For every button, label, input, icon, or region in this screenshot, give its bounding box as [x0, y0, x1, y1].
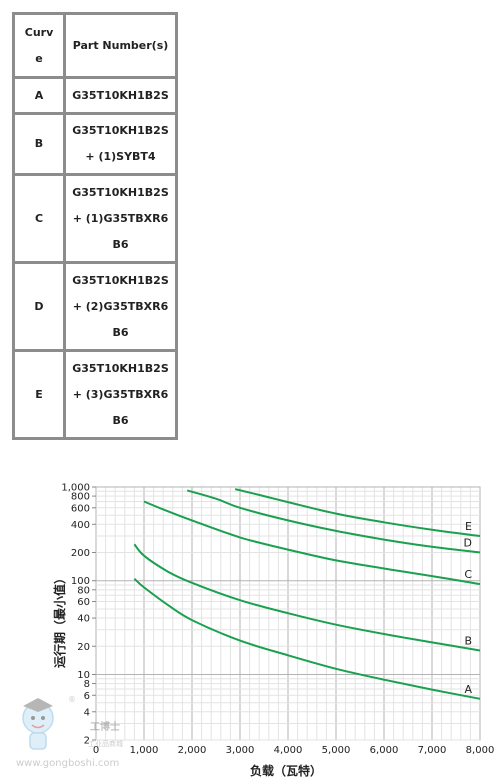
watermark-mark: ® [68, 695, 76, 704]
curve-label-c: C [464, 568, 472, 581]
y-tick-label: 2 [84, 736, 90, 747]
y-tick-label: 600 [71, 503, 90, 514]
y-tick-label: 10 [77, 670, 90, 681]
header-part-number: Part Number(s) [63, 12, 178, 79]
table-row: B G35T10KH1B2S + (1)SYBT4 [12, 112, 178, 176]
x-tick-label: 5,000 [322, 745, 351, 756]
chart-series: A B C DE [133, 488, 481, 700]
watermark-logo: 工博士 工业品商城 ® www.gongboshi.com [16, 695, 123, 769]
x-tick-label: 7,000 [418, 745, 447, 756]
y-tick-label: 20 [77, 642, 90, 653]
row-part-cell: G35T10KH1B2S + (2)G35TBXR6 B6 [63, 261, 178, 352]
watermark-brand: 工博士 [90, 720, 120, 733]
row-curve-cell: E [12, 349, 66, 440]
series-line-c [143, 500, 481, 586]
x-tick-label: 4,000 [274, 745, 303, 756]
y-tick-label: 4 [84, 707, 90, 718]
row-curve-cell: D [12, 261, 66, 352]
curve-label-a: A [464, 683, 472, 696]
y-tick-label: 1,000 [61, 483, 90, 494]
y-tick-label: 800 [71, 492, 90, 503]
curve-label-d: D [464, 537, 472, 550]
header-curve: Curv e [12, 12, 66, 79]
y-tick-label: 400 [71, 520, 90, 531]
chart-grid [95, 486, 481, 741]
x-tick-label: 6,000 [370, 745, 399, 756]
series-line-b [133, 543, 481, 652]
chart-ticks: 0 1,000 2,000 3,000 4,000 5,000 6,000 7,000 8,00… [61, 483, 494, 757]
y-tick-label: 60 [77, 597, 90, 608]
y-tick-label: 8 [84, 679, 90, 690]
row-curve-cell: A [12, 76, 66, 115]
x-tick-label: 0 [93, 745, 99, 756]
y-axis-label: 运行期（最小值） [52, 572, 67, 668]
table-row: A G35T10KH1B2S [12, 76, 178, 115]
y-tick-label: 6 [84, 691, 90, 702]
y-tick-label: 100 [71, 576, 90, 587]
x-tick-label: 2,000 [178, 745, 207, 756]
parts-table: Curv e Part Number(s) A G35T10KH1B2S B G… [12, 12, 178, 440]
row-part-cell: G35T10KH1B2S + (1)SYBT4 [63, 112, 178, 176]
curve-label-e: E [465, 520, 472, 533]
y-tick-label: 40 [77, 614, 90, 625]
x-tick-label: 3,000 [226, 745, 255, 756]
y-tick-label: 80 [77, 585, 90, 596]
runtime-chart: A B C DE 0 1,000 2,000 3,000 4,000 5,000 6,000 7,0… [52, 483, 494, 779]
watermark-tagline: 工业品商城 [88, 739, 123, 748]
table-header-row: Curv e Part Number(s) [12, 12, 178, 79]
series-line-d [186, 489, 481, 554]
x-tick-label: 1,000 [130, 745, 159, 756]
series-line-a [133, 578, 481, 700]
table-row: D G35T10KH1B2S + (2)G35TBXR6 B6 [12, 261, 178, 352]
row-curve-cell: C [12, 173, 66, 264]
x-tick-label: 8,000 [466, 745, 495, 756]
series-line-e [234, 488, 481, 537]
x-axis-label: 负载（瓦特） [250, 763, 322, 778]
table-row: C G35T10KH1B2S + (1)G35TBXR6 B6 [12, 173, 178, 264]
row-part-cell: G35T10KH1B2S + (1)G35TBXR6 B6 [63, 173, 178, 264]
row-part-cell: G35T10KH1B2S [63, 76, 178, 115]
row-curve-cell: B [12, 112, 66, 176]
y-tick-label: 200 [71, 548, 90, 559]
curve-label-b: B [464, 635, 472, 648]
table-row: E G35T10KH1B2S + (3)G35TBXR6 B6 [12, 349, 178, 440]
watermark-url: www.gongboshi.com [16, 758, 119, 769]
row-part-cell: G35T10KH1B2S + (3)G35TBXR6 B6 [63, 349, 178, 440]
